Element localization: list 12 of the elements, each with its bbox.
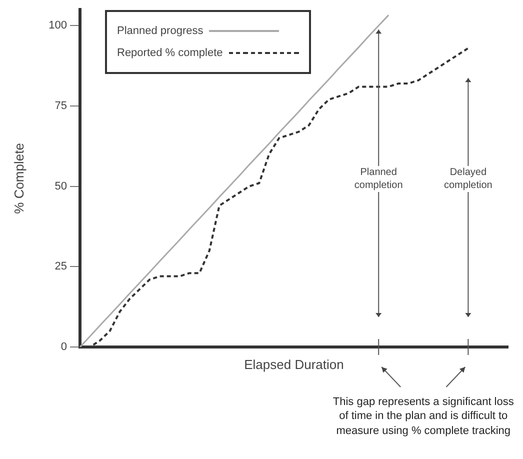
legend-label: Reported % complete <box>117 46 223 59</box>
annotation: Delayed completion <box>438 166 498 192</box>
y-tick-label: 50 <box>54 180 67 192</box>
y-tick-label: 0 <box>60 341 67 354</box>
text: This gap represents a significant loss of time in the plan and is difficult to measure using % complete tracking <box>332 395 515 438</box>
y-tick-label: 100 <box>48 20 67 32</box>
x-axis-title: Elapsed Duration <box>243 357 345 374</box>
y-axis-title: % Complete <box>12 142 28 216</box>
legend-label: Planned progress <box>117 24 204 37</box>
annotation: Planned completion <box>348 166 409 192</box>
y-tick-label: 75 <box>54 100 67 112</box>
y-tick-label: 25 <box>54 260 67 273</box>
